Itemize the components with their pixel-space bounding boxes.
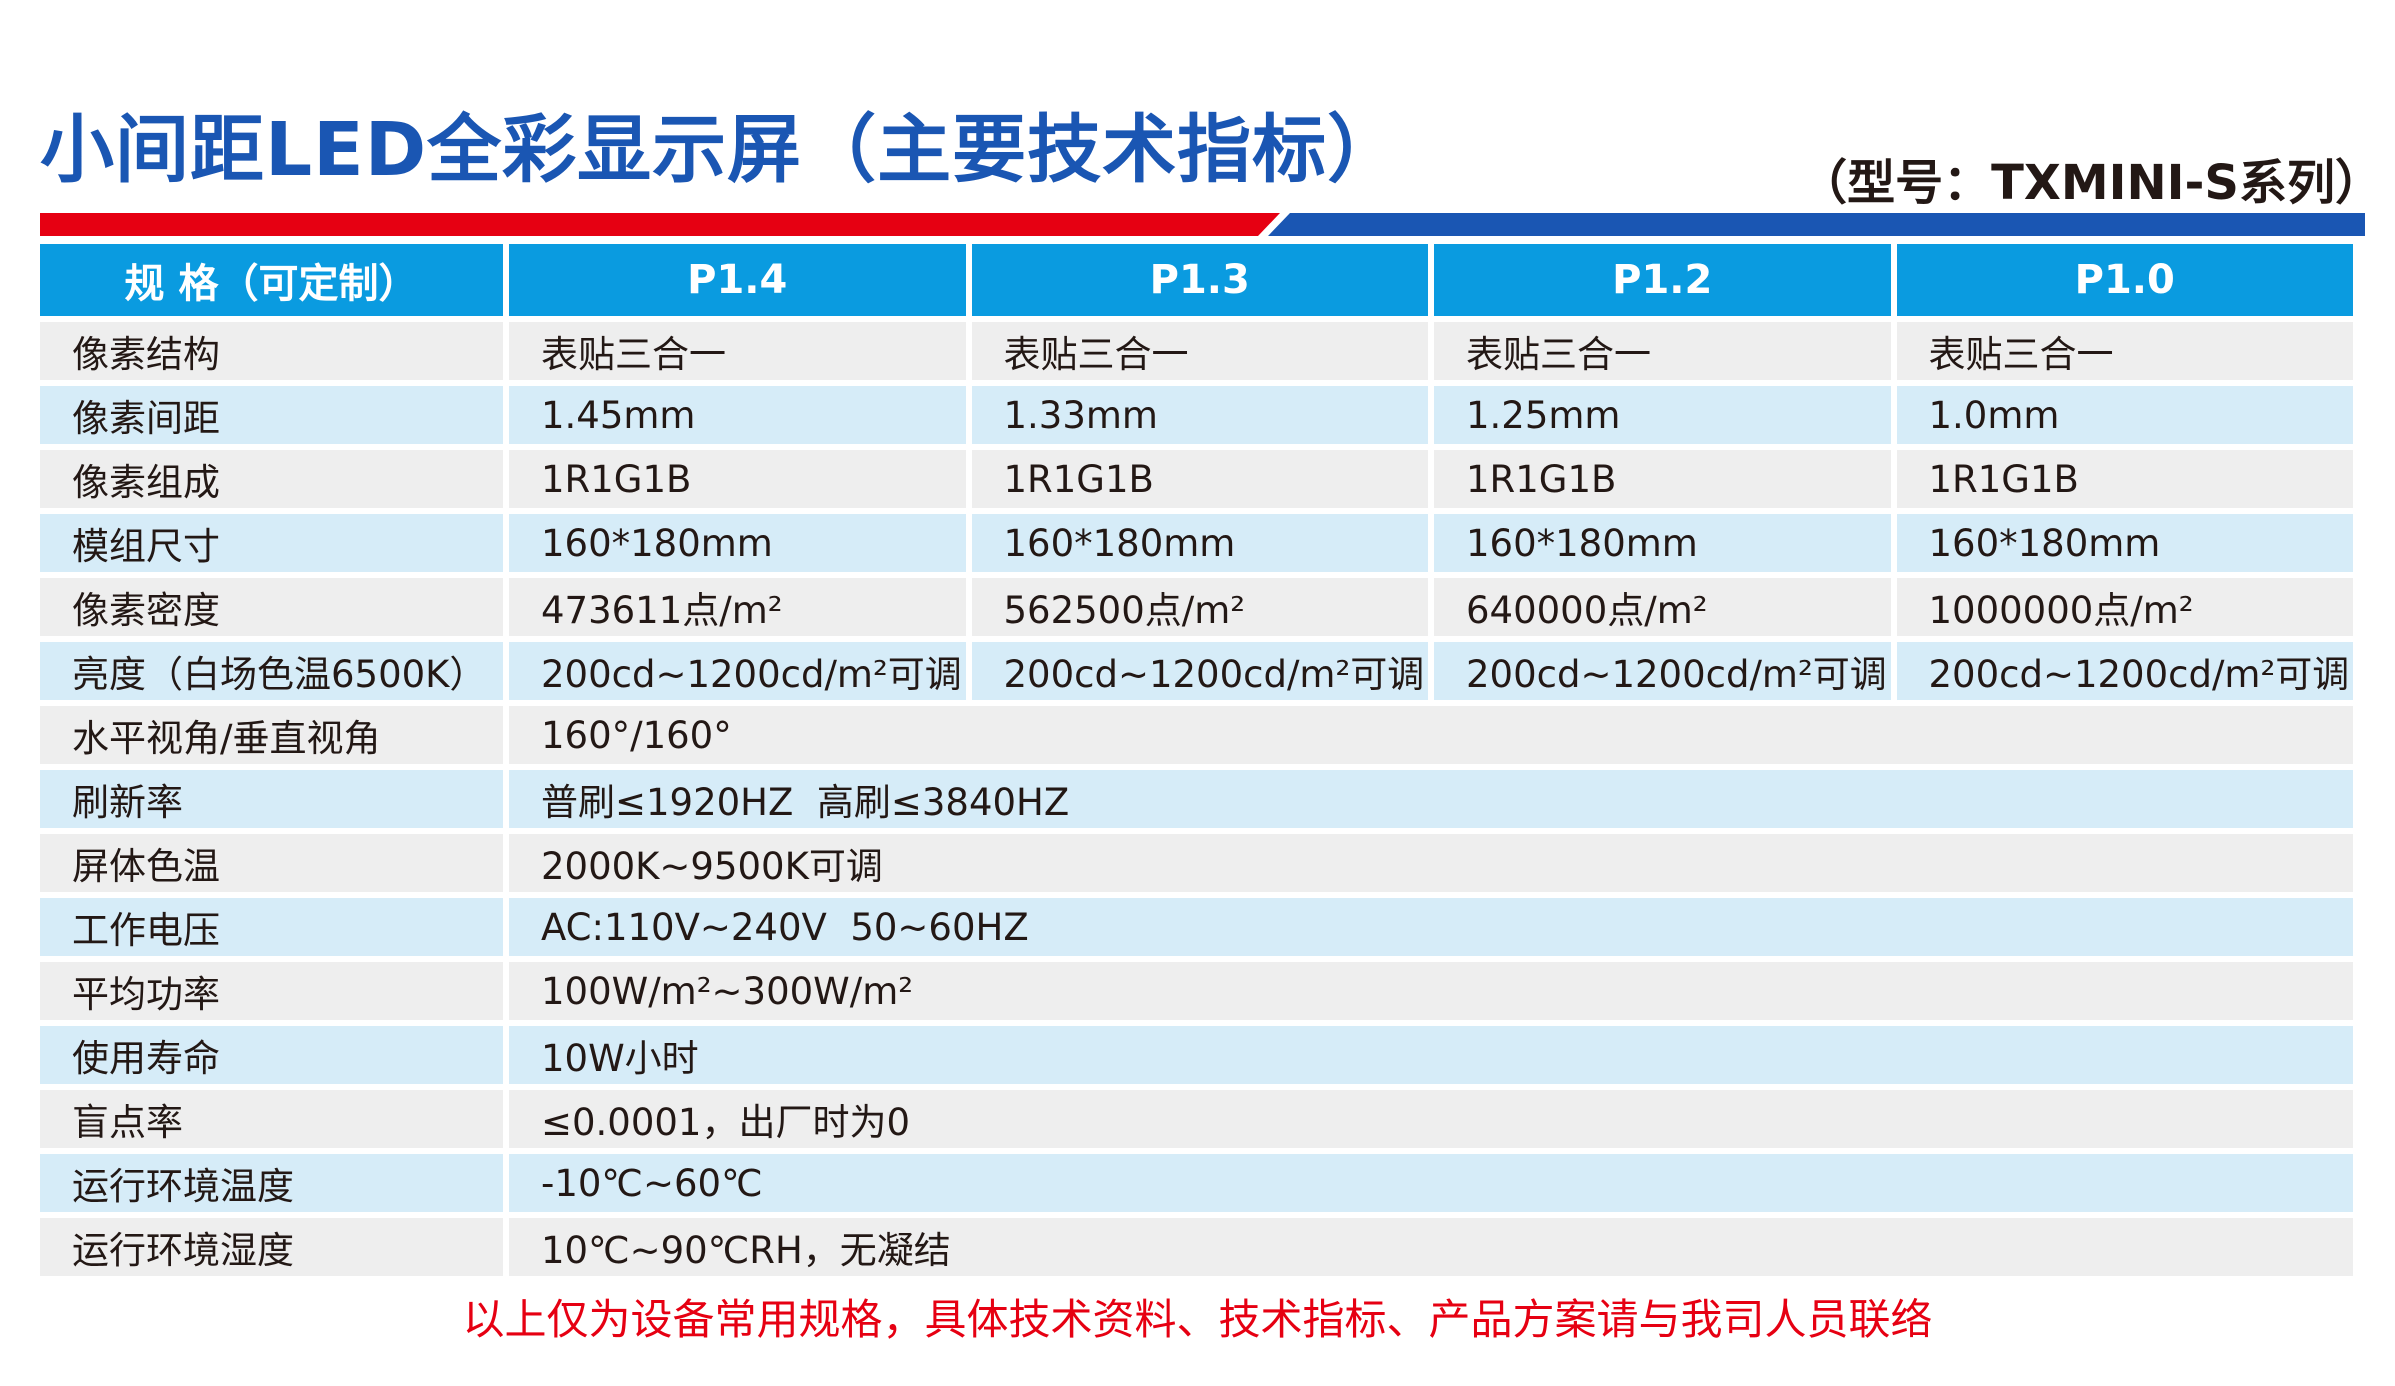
cell-value: 562500点/m² <box>971 578 1428 636</box>
cell-value: 2000K~9500K可调 <box>509 834 2353 892</box>
cell-value: 160°/160° <box>509 706 2353 764</box>
spec-row-voltage: 工作电压 AC:110V~240V 50~60HZ <box>40 898 2353 956</box>
cell-value: 160*180mm <box>1434 514 1891 572</box>
spec-row-module-size: 模组尺寸 160*180mm 160*180mm 160*180mm 160*1… <box>40 514 2353 572</box>
row-label: 运行环境湿度 <box>40 1218 503 1276</box>
cell-value: 160*180mm <box>1896 514 2353 572</box>
footer-note: 以上仅为设备常用规格，具体技术资料、技术指标、产品方案请与我司人员联络 <box>462 1295 1933 1344</box>
cell-value: 表贴三合一 <box>1896 322 2353 380</box>
cell-value: 473611点/m² <box>509 578 966 636</box>
cell-value: 100W/m²~300W/m² <box>509 962 2353 1020</box>
cell-value: 200cd~1200cd/m²可调 <box>971 642 1428 700</box>
cell-value: 1R1G1B <box>1434 450 1891 508</box>
spec-row-pixel-structure: 像素结构 表贴三合一 表贴三合一 表贴三合一 表贴三合一 <box>40 322 2353 380</box>
cell-value: 200cd~1200cd/m²可调 <box>1896 642 2353 700</box>
row-label: 像素间距 <box>40 386 503 444</box>
row-label: 屏体色温 <box>40 834 503 892</box>
cell-value: 160*180mm <box>971 514 1428 572</box>
cell-value: 1R1G1B <box>509 450 966 508</box>
spec-row-pixel-pitch: 像素间距 1.45mm 1.33mm 1.25mm 1.0mm <box>40 386 2353 444</box>
row-label: 刷新率 <box>40 770 503 828</box>
spec-header-row: 规 格（可定制） P1.4 P1.3 P1.2 P1.0 <box>40 244 2353 316</box>
cell-value: -10℃~60℃ <box>509 1154 2353 1212</box>
cell-value: ≤0.0001，出厂时为0 <box>509 1090 2353 1148</box>
cell-value: 160*180mm <box>509 514 966 572</box>
spec-row-refresh-rate: 刷新率 普刷≤1920HZ 高刷≤3840HZ <box>40 770 2353 828</box>
spec-row-pixel-composition: 像素组成 1R1G1B 1R1G1B 1R1G1B 1R1G1B <box>40 450 2353 508</box>
header-spec: 规 格（可定制） <box>40 244 503 316</box>
spec-table: 规 格（可定制） P1.4 P1.3 P1.2 P1.0 像素结构 表贴三合一 … <box>34 238 2359 1282</box>
row-label: 盲点率 <box>40 1090 503 1148</box>
header-p14: P1.4 <box>509 244 966 316</box>
cell-value: 200cd~1200cd/m²可调 <box>1434 642 1891 700</box>
row-label: 亮度（白场色温6500K） <box>40 642 503 700</box>
title-divider-band <box>40 210 2365 236</box>
spec-row-brightness: 亮度（白场色温6500K） 200cd~1200cd/m²可调 200cd~12… <box>40 642 2353 700</box>
cell-value: 200cd~1200cd/m²可调 <box>509 642 966 700</box>
row-label: 像素密度 <box>40 578 503 636</box>
row-label: 像素组成 <box>40 450 503 508</box>
cell-value: 10℃~90℃RH，无凝结 <box>509 1218 2353 1276</box>
cell-value: 640000点/m² <box>1434 578 1891 636</box>
cell-value: AC:110V~240V 50~60HZ <box>509 898 2353 956</box>
cell-value: 1.0mm <box>1896 386 2353 444</box>
cell-value: 1000000点/m² <box>1896 578 2353 636</box>
header-p13: P1.3 <box>971 244 1428 316</box>
cell-value: 表贴三合一 <box>1434 322 1891 380</box>
row-label: 工作电压 <box>40 898 503 956</box>
cell-value: 1.33mm <box>971 386 1428 444</box>
cell-value: 表贴三合一 <box>971 322 1428 380</box>
spec-row-pixel-density: 像素密度 473611点/m² 562500点/m² 640000点/m² 10… <box>40 578 2353 636</box>
row-label: 像素结构 <box>40 322 503 380</box>
row-label: 使用寿命 <box>40 1026 503 1084</box>
spec-row-viewing-angle: 水平视角/垂直视角 160°/160° <box>40 706 2353 764</box>
row-label: 运行环境温度 <box>40 1154 503 1212</box>
row-label: 平均功率 <box>40 962 503 1020</box>
spec-row-power: 平均功率 100W/m²~300W/m² <box>40 962 2353 1020</box>
row-label: 水平视角/垂直视角 <box>40 706 503 764</box>
model-subtitle: （型号：TXMINI-S系列） <box>1799 155 2383 211</box>
cell-value: 普刷≤1920HZ 高刷≤3840HZ <box>509 770 2353 828</box>
cell-value: 1.25mm <box>1434 386 1891 444</box>
page-title: 小间距LED全彩显示屏（主要技术指标） <box>40 107 1403 193</box>
header-p12: P1.2 <box>1434 244 1891 316</box>
spec-row-operating-humidity: 运行环境湿度 10℃~90℃RH，无凝结 <box>40 1218 2353 1276</box>
row-label: 模组尺寸 <box>40 514 503 572</box>
cell-value: 1.45mm <box>509 386 966 444</box>
header-p10: P1.0 <box>1896 244 2353 316</box>
spec-row-operating-temperature: 运行环境温度 -10℃~60℃ <box>40 1154 2353 1212</box>
cell-value: 1R1G1B <box>971 450 1428 508</box>
cell-value: 表贴三合一 <box>509 322 966 380</box>
cell-value: 1R1G1B <box>1896 450 2353 508</box>
cell-value: 10W小时 <box>509 1026 2353 1084</box>
spec-row-lifetime: 使用寿命 10W小时 <box>40 1026 2353 1084</box>
spec-row-dead-pixel-rate: 盲点率 ≤0.0001，出厂时为0 <box>40 1090 2353 1148</box>
spec-row-color-temperature: 屏体色温 2000K~9500K可调 <box>40 834 2353 892</box>
